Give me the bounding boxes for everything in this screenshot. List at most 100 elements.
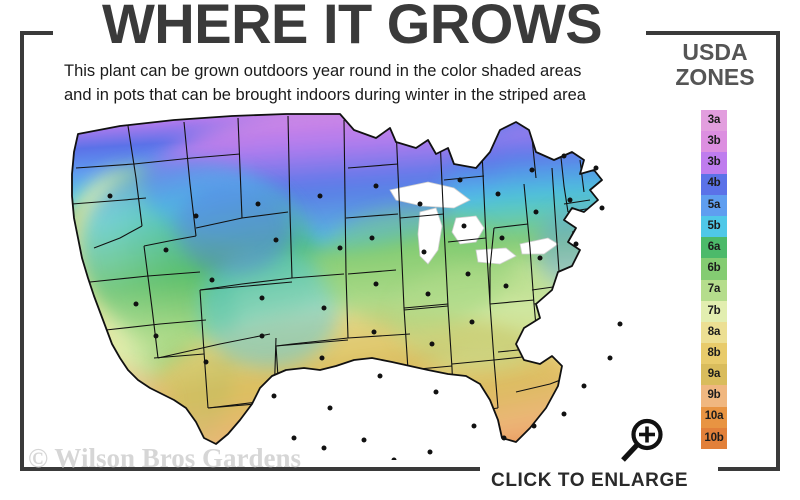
watermark: © Wilson Bros Gardens	[28, 443, 301, 473]
usda-zone-legend: 3a 3b 3b 4b 5a 5b 6a 6b 7a 7b 8a 8b 9a 9b 10a 10b	[701, 110, 727, 449]
zone-swatch: 6a	[701, 237, 727, 259]
city-dot	[133, 301, 139, 307]
city-dot	[373, 183, 379, 189]
city-dot	[599, 205, 605, 211]
zone-swatch: 5b	[701, 215, 727, 238]
zone-label: 5a	[707, 198, 721, 211]
zone-swatch: 9b	[701, 385, 727, 407]
city-dot	[337, 245, 343, 251]
zone-label: 8b	[707, 346, 721, 359]
zone-swatch: 7a	[701, 279, 727, 301]
city-dot	[417, 201, 423, 207]
city-dot	[369, 235, 375, 241]
legend-title-line-1: USDA	[682, 39, 748, 65]
city-dot	[457, 177, 463, 183]
city-dot	[255, 201, 261, 207]
city-dot	[209, 277, 215, 283]
city-dot	[371, 329, 377, 335]
zone-label: 3a	[707, 113, 721, 126]
zone-swatch: 10b	[701, 427, 727, 449]
zone-label: 7a	[707, 283, 721, 296]
city-dot	[499, 235, 505, 241]
city-dot	[425, 291, 431, 297]
city-dot	[537, 255, 543, 261]
usda-hardiness-zone-map[interactable]	[24, 108, 650, 460]
zone-swatch: 4b	[701, 173, 727, 195]
zone-label: 7b	[707, 304, 721, 317]
zone-label: 3b	[707, 135, 721, 148]
zone-swatch: 8b	[701, 343, 727, 365]
frame-border-bottom-left	[20, 467, 480, 471]
city-dot	[203, 359, 209, 365]
city-dot	[561, 411, 567, 417]
frame-border-top-right	[646, 31, 780, 35]
frame-border-top-left	[20, 31, 53, 35]
city-dot	[273, 237, 279, 243]
city-dot	[533, 209, 539, 215]
frame-border-left	[20, 31, 24, 471]
city-dot	[465, 271, 471, 277]
zone-label: 10a	[704, 410, 724, 423]
city-dot	[107, 193, 113, 199]
city-dot	[373, 281, 379, 287]
city-dot	[529, 167, 535, 173]
city-dot	[321, 305, 327, 311]
zone-swatch: 3a	[701, 110, 727, 132]
zone-label: 4b	[707, 177, 721, 190]
page-title: WHERE IT GROWS	[101, 0, 603, 55]
city-dot	[427, 449, 433, 455]
zone-swatch: 5a	[701, 194, 727, 216]
subtitle: This plant can be grown outdoors year ro…	[64, 60, 664, 108]
zone-label: 8a	[707, 325, 721, 338]
map-outline	[71, 113, 603, 445]
city-dot	[429, 341, 435, 347]
legend-title-line-2: ZONES	[675, 63, 755, 90]
map-zone-fill	[72, 114, 602, 444]
city-dot	[319, 355, 325, 361]
city-dot	[471, 423, 477, 429]
city-dot	[593, 165, 599, 171]
city-dot	[377, 373, 383, 379]
city-dot	[607, 355, 613, 361]
zone-label: 9b	[707, 389, 721, 402]
zone-label: 5b	[707, 219, 721, 232]
city-dot	[327, 405, 333, 411]
click-to-enlarge-label[interactable]: CLICK TO ENLARGE	[491, 470, 689, 491]
city-dot	[581, 383, 587, 389]
magnifier-plus-icon[interactable]	[614, 418, 668, 464]
city-dot	[501, 435, 507, 441]
zone-swatch: 9a	[701, 364, 727, 386]
city-dot	[361, 437, 367, 443]
subtitle-line-2: and in pots that can be brought indoors …	[64, 85, 586, 104]
frame-border-right	[776, 31, 780, 471]
city-dot	[259, 333, 265, 339]
zone-swatch: 10a	[701, 406, 727, 428]
zone-swatch: 3b	[701, 131, 727, 153]
zone-label: 10b	[704, 431, 724, 444]
city-dot	[433, 389, 439, 395]
zone-label: 6a	[707, 240, 721, 253]
zone-swatch: 7b	[701, 300, 727, 322]
zone-label: 3b	[707, 156, 721, 169]
city-dot	[317, 193, 323, 199]
city-dot	[561, 153, 567, 159]
city-dot	[163, 247, 169, 253]
city-dot	[259, 295, 265, 301]
city-dot	[391, 457, 397, 460]
frame-border-bottom-right	[718, 467, 780, 471]
legend-title: USDA ZONES	[660, 40, 770, 90]
zone-swatch: 6b	[701, 258, 727, 280]
zone-label: 9a	[707, 368, 721, 381]
city-dot	[153, 333, 159, 339]
city-dot	[567, 197, 573, 203]
city-dot	[531, 423, 537, 429]
zone-swatch: 8a	[701, 321, 727, 344]
city-dot	[469, 319, 475, 325]
city-dot	[193, 213, 199, 219]
city-dot	[495, 191, 501, 197]
city-dot	[271, 393, 277, 399]
city-dot	[421, 249, 427, 255]
city-dot	[617, 321, 623, 327]
city-dots	[107, 153, 623, 460]
